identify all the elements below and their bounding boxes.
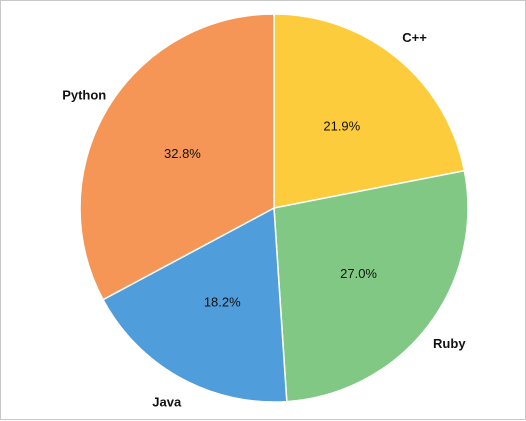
pie-category-label-java: Java [152,394,182,409]
pie-category-label-ruby: Ruby [433,336,466,351]
pie-value-label-cp: 21.9% [323,119,360,134]
pie-category-label-python: Python [62,87,106,102]
pie-value-label-java: 18.2% [204,294,241,309]
pie-slice-python [79,13,275,301]
pie-value-label-python: 32.8% [164,146,201,161]
pie-category-label-cp: C++ [402,30,427,45]
pie-slice-ruby [273,169,469,403]
pie-value-label-ruby: 27.0% [340,266,377,281]
pie-slice-cp [273,13,466,209]
pie-slice-java [102,206,288,403]
